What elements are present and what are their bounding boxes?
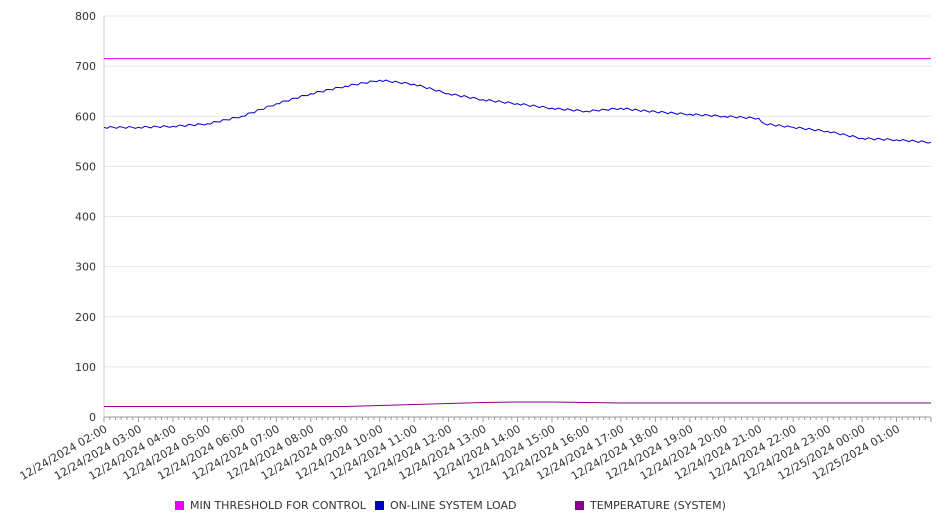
y-tick-label: 200 bbox=[75, 311, 96, 324]
y-axis: 0 100 200 300 400 500 600 700 800 bbox=[75, 10, 105, 424]
legend-label: MIN THRESHOLD FOR CONTROL bbox=[190, 499, 367, 512]
legend-swatch bbox=[375, 501, 384, 510]
y-tick-label: 0 bbox=[89, 411, 96, 424]
series-line-2 bbox=[104, 401, 931, 407]
grid-lines bbox=[104, 15, 931, 418]
series-lines bbox=[103, 58, 932, 407]
y-tick-label: 100 bbox=[75, 361, 96, 374]
y-tick-label: 700 bbox=[75, 60, 96, 73]
y-tick-label: 600 bbox=[75, 110, 96, 123]
y-tick-label: 300 bbox=[75, 261, 96, 274]
legend-label: TEMPERATURE (SYSTEM) bbox=[589, 499, 726, 512]
legend-swatch bbox=[575, 501, 584, 510]
legend-swatch bbox=[175, 501, 184, 510]
legend-label: ON-LINE SYSTEM LOAD bbox=[390, 499, 516, 512]
series-line-1 bbox=[103, 79, 932, 144]
y-tick-label: 800 bbox=[75, 10, 96, 23]
y-tick-label: 400 bbox=[75, 211, 96, 224]
y-tick-label: 500 bbox=[75, 160, 96, 173]
legend: MIN THRESHOLD FOR CONTROL ON-LINE SYSTEM … bbox=[175, 499, 726, 512]
